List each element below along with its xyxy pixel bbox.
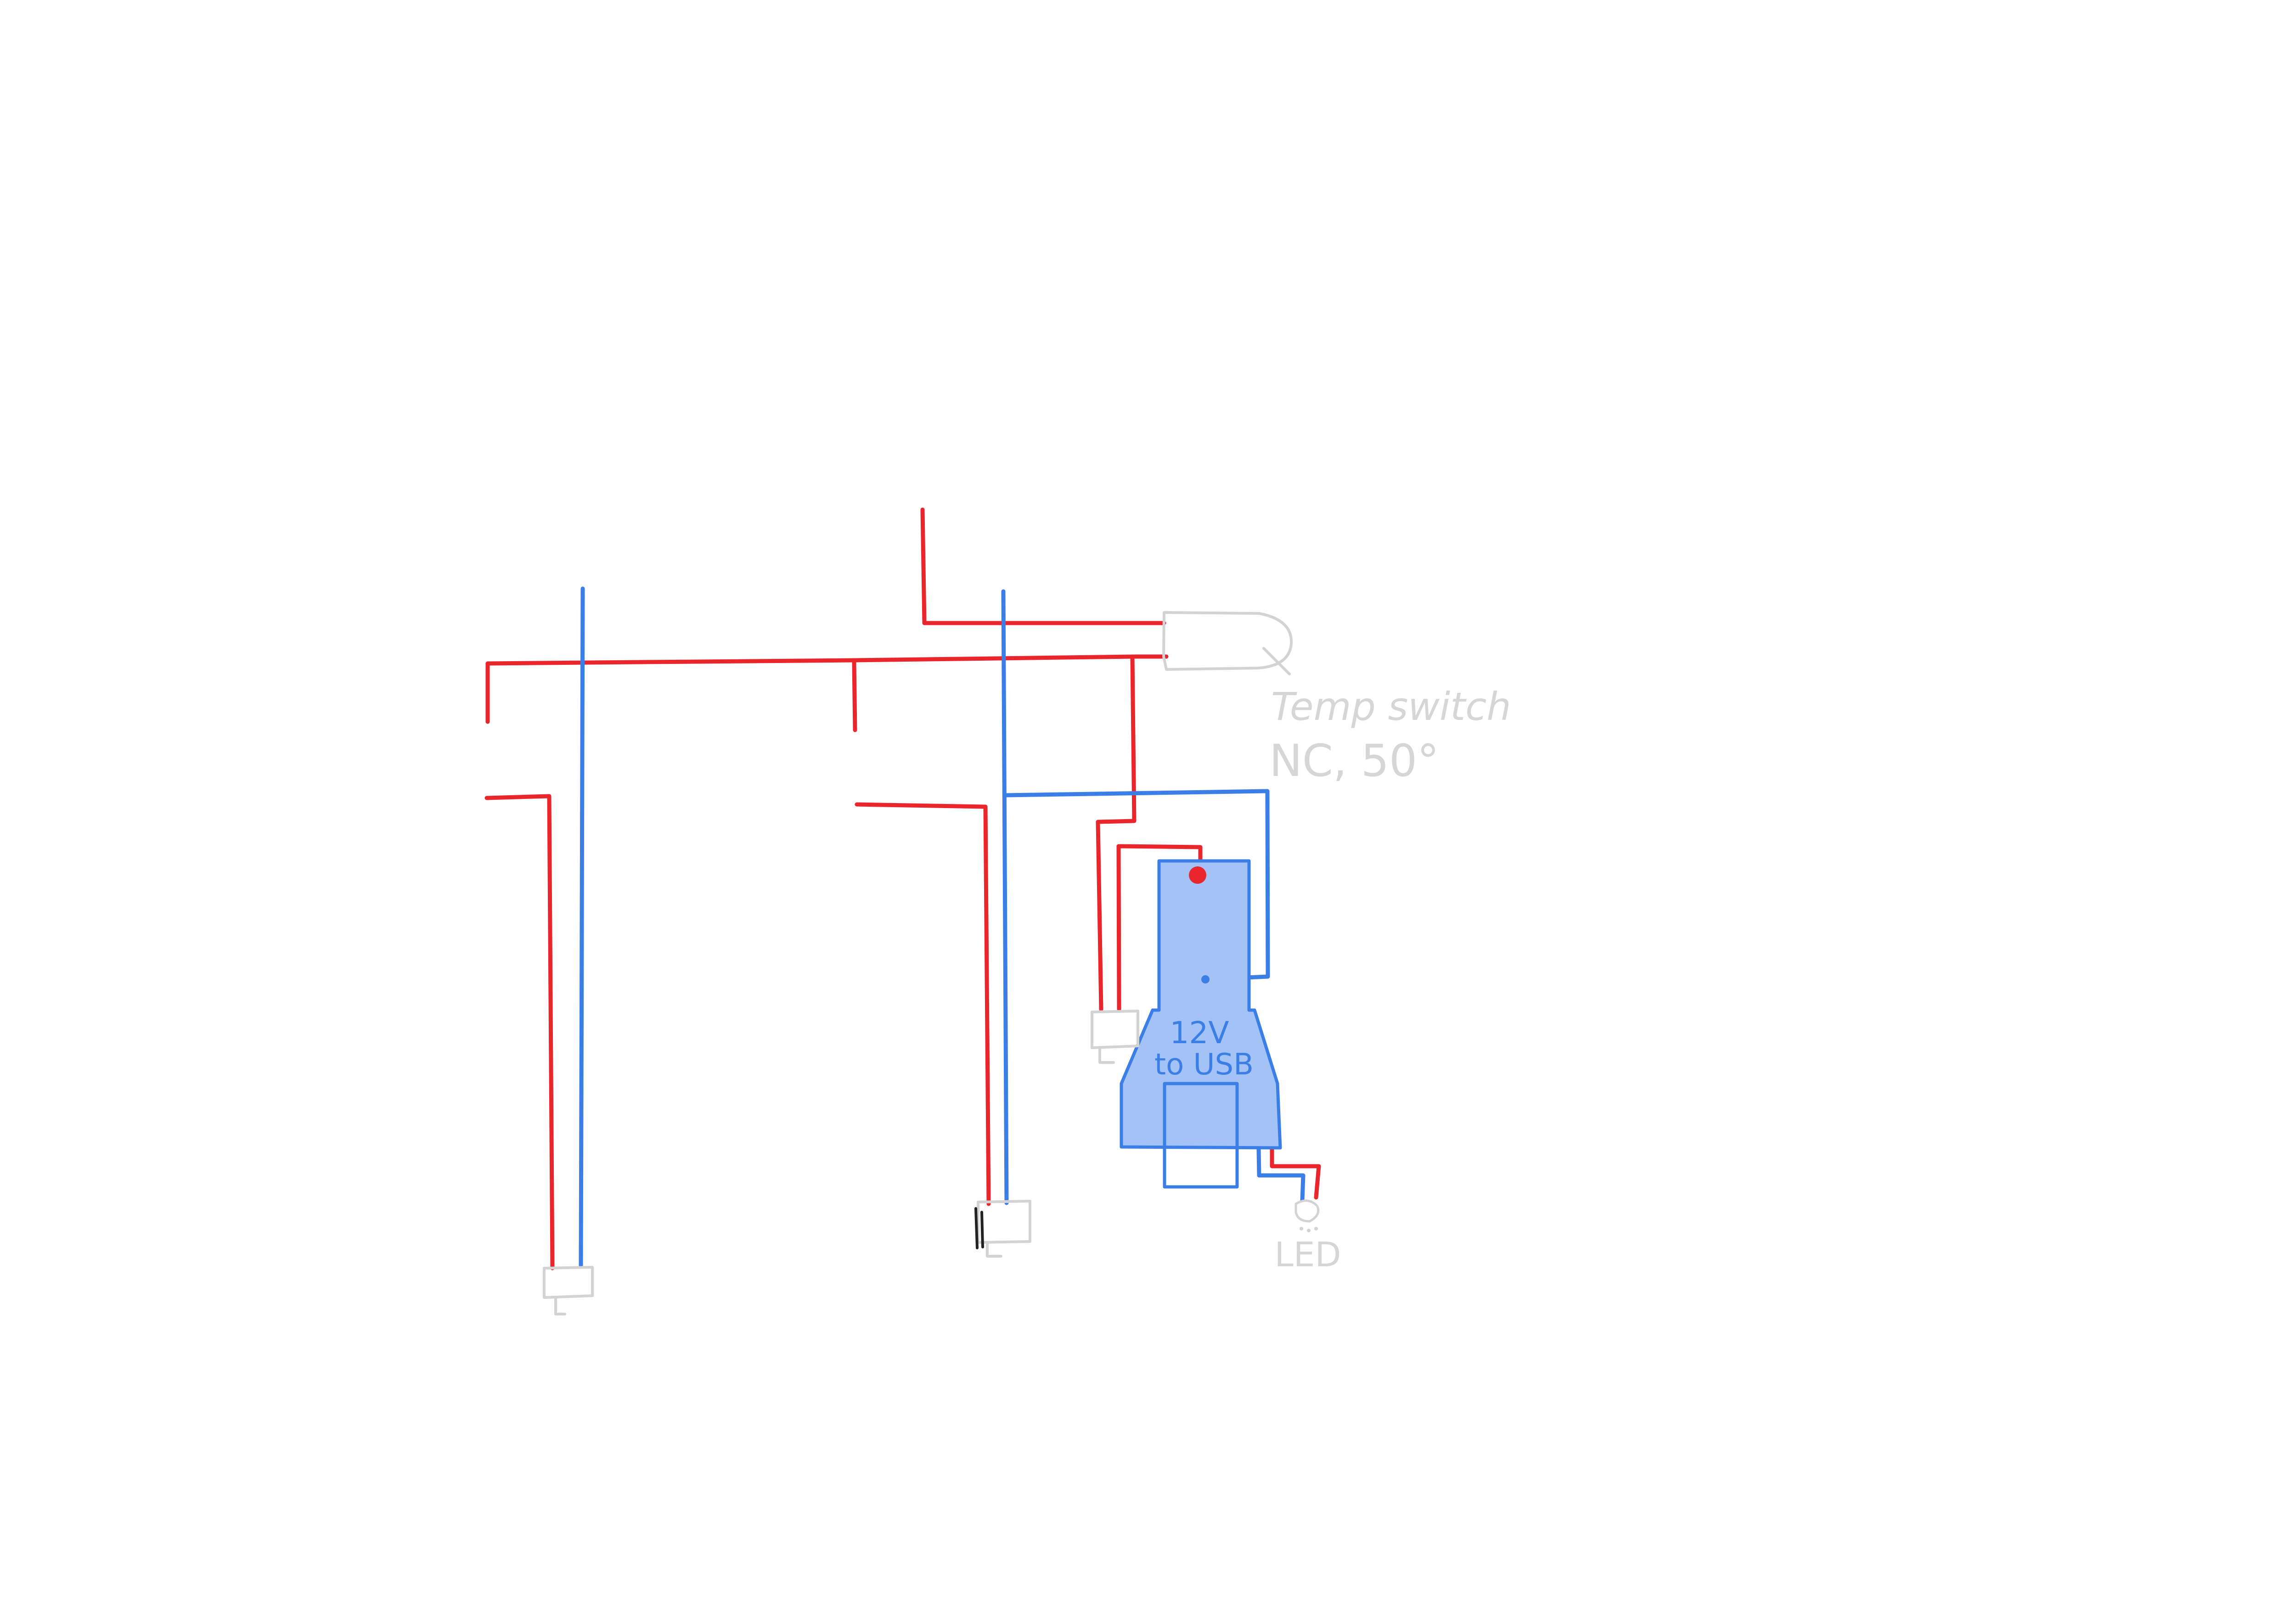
temp-switch-probe [1262, 647, 1291, 675]
bus-drop-wire [852, 660, 857, 732]
temp-switch-label-line2: NC, 50° [1269, 735, 1439, 787]
converter-branch-wire [1096, 655, 1137, 1011]
middle-socket-positive-wire [855, 802, 991, 1206]
connectors [543, 1010, 1320, 1315]
converter-body [1120, 859, 1282, 1150]
usb-port [1163, 1082, 1239, 1189]
led-label: LED [1275, 1235, 1341, 1275]
converter-label-line2: to USB [1154, 1048, 1254, 1082]
converter-negative-terminal [1201, 975, 1210, 983]
positive-wires [484, 507, 1321, 1270]
left-socket-positive-wire [484, 794, 555, 1270]
middle-socket-negative-wire [1001, 589, 1009, 1205]
usb-converter [1120, 859, 1282, 1189]
converter-positive-terminal [1189, 866, 1206, 884]
middle-socket [977, 1200, 1031, 1258]
temp-switch-component [1162, 611, 1293, 675]
main-positive-bus [485, 654, 1169, 724]
converter-side-socket [1091, 1010, 1139, 1064]
left-socket [543, 1266, 594, 1315]
middle-socket-marker [974, 1207, 984, 1249]
temp-switch-body [1162, 611, 1293, 671]
switch-feed-wire [920, 507, 1166, 625]
temp-switch-label-line1: Temp switch [1271, 684, 1511, 729]
led-icon [1294, 1199, 1320, 1232]
converter-label-line1: 12V [1170, 1015, 1229, 1051]
left-socket-negative-wire [579, 586, 585, 1269]
